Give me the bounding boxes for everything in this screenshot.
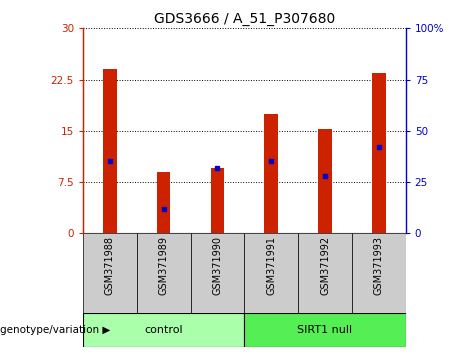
Bar [318, 129, 332, 233]
Bar [190, 233, 244, 313]
Bar [83, 233, 137, 313]
Bar [298, 233, 352, 313]
Bar [372, 73, 385, 233]
Bar [244, 233, 298, 313]
Bar [137, 233, 190, 313]
Text: GSM371988: GSM371988 [105, 235, 115, 295]
Text: GSM371992: GSM371992 [320, 235, 330, 295]
Bar [244, 313, 406, 347]
Bar [103, 69, 117, 233]
Text: SIRT1 null: SIRT1 null [297, 325, 353, 335]
Bar [211, 168, 224, 233]
Text: control: control [144, 325, 183, 335]
Text: GSM371993: GSM371993 [374, 235, 384, 295]
Bar [265, 114, 278, 233]
Text: GSM371991: GSM371991 [266, 235, 276, 295]
Bar [83, 313, 244, 347]
Bar [157, 172, 171, 233]
Text: GSM371990: GSM371990 [213, 235, 223, 295]
Text: GSM371989: GSM371989 [159, 235, 169, 295]
Title: GDS3666 / A_51_P307680: GDS3666 / A_51_P307680 [154, 12, 335, 26]
Text: genotype/variation ▶: genotype/variation ▶ [0, 325, 110, 335]
Bar [352, 233, 406, 313]
